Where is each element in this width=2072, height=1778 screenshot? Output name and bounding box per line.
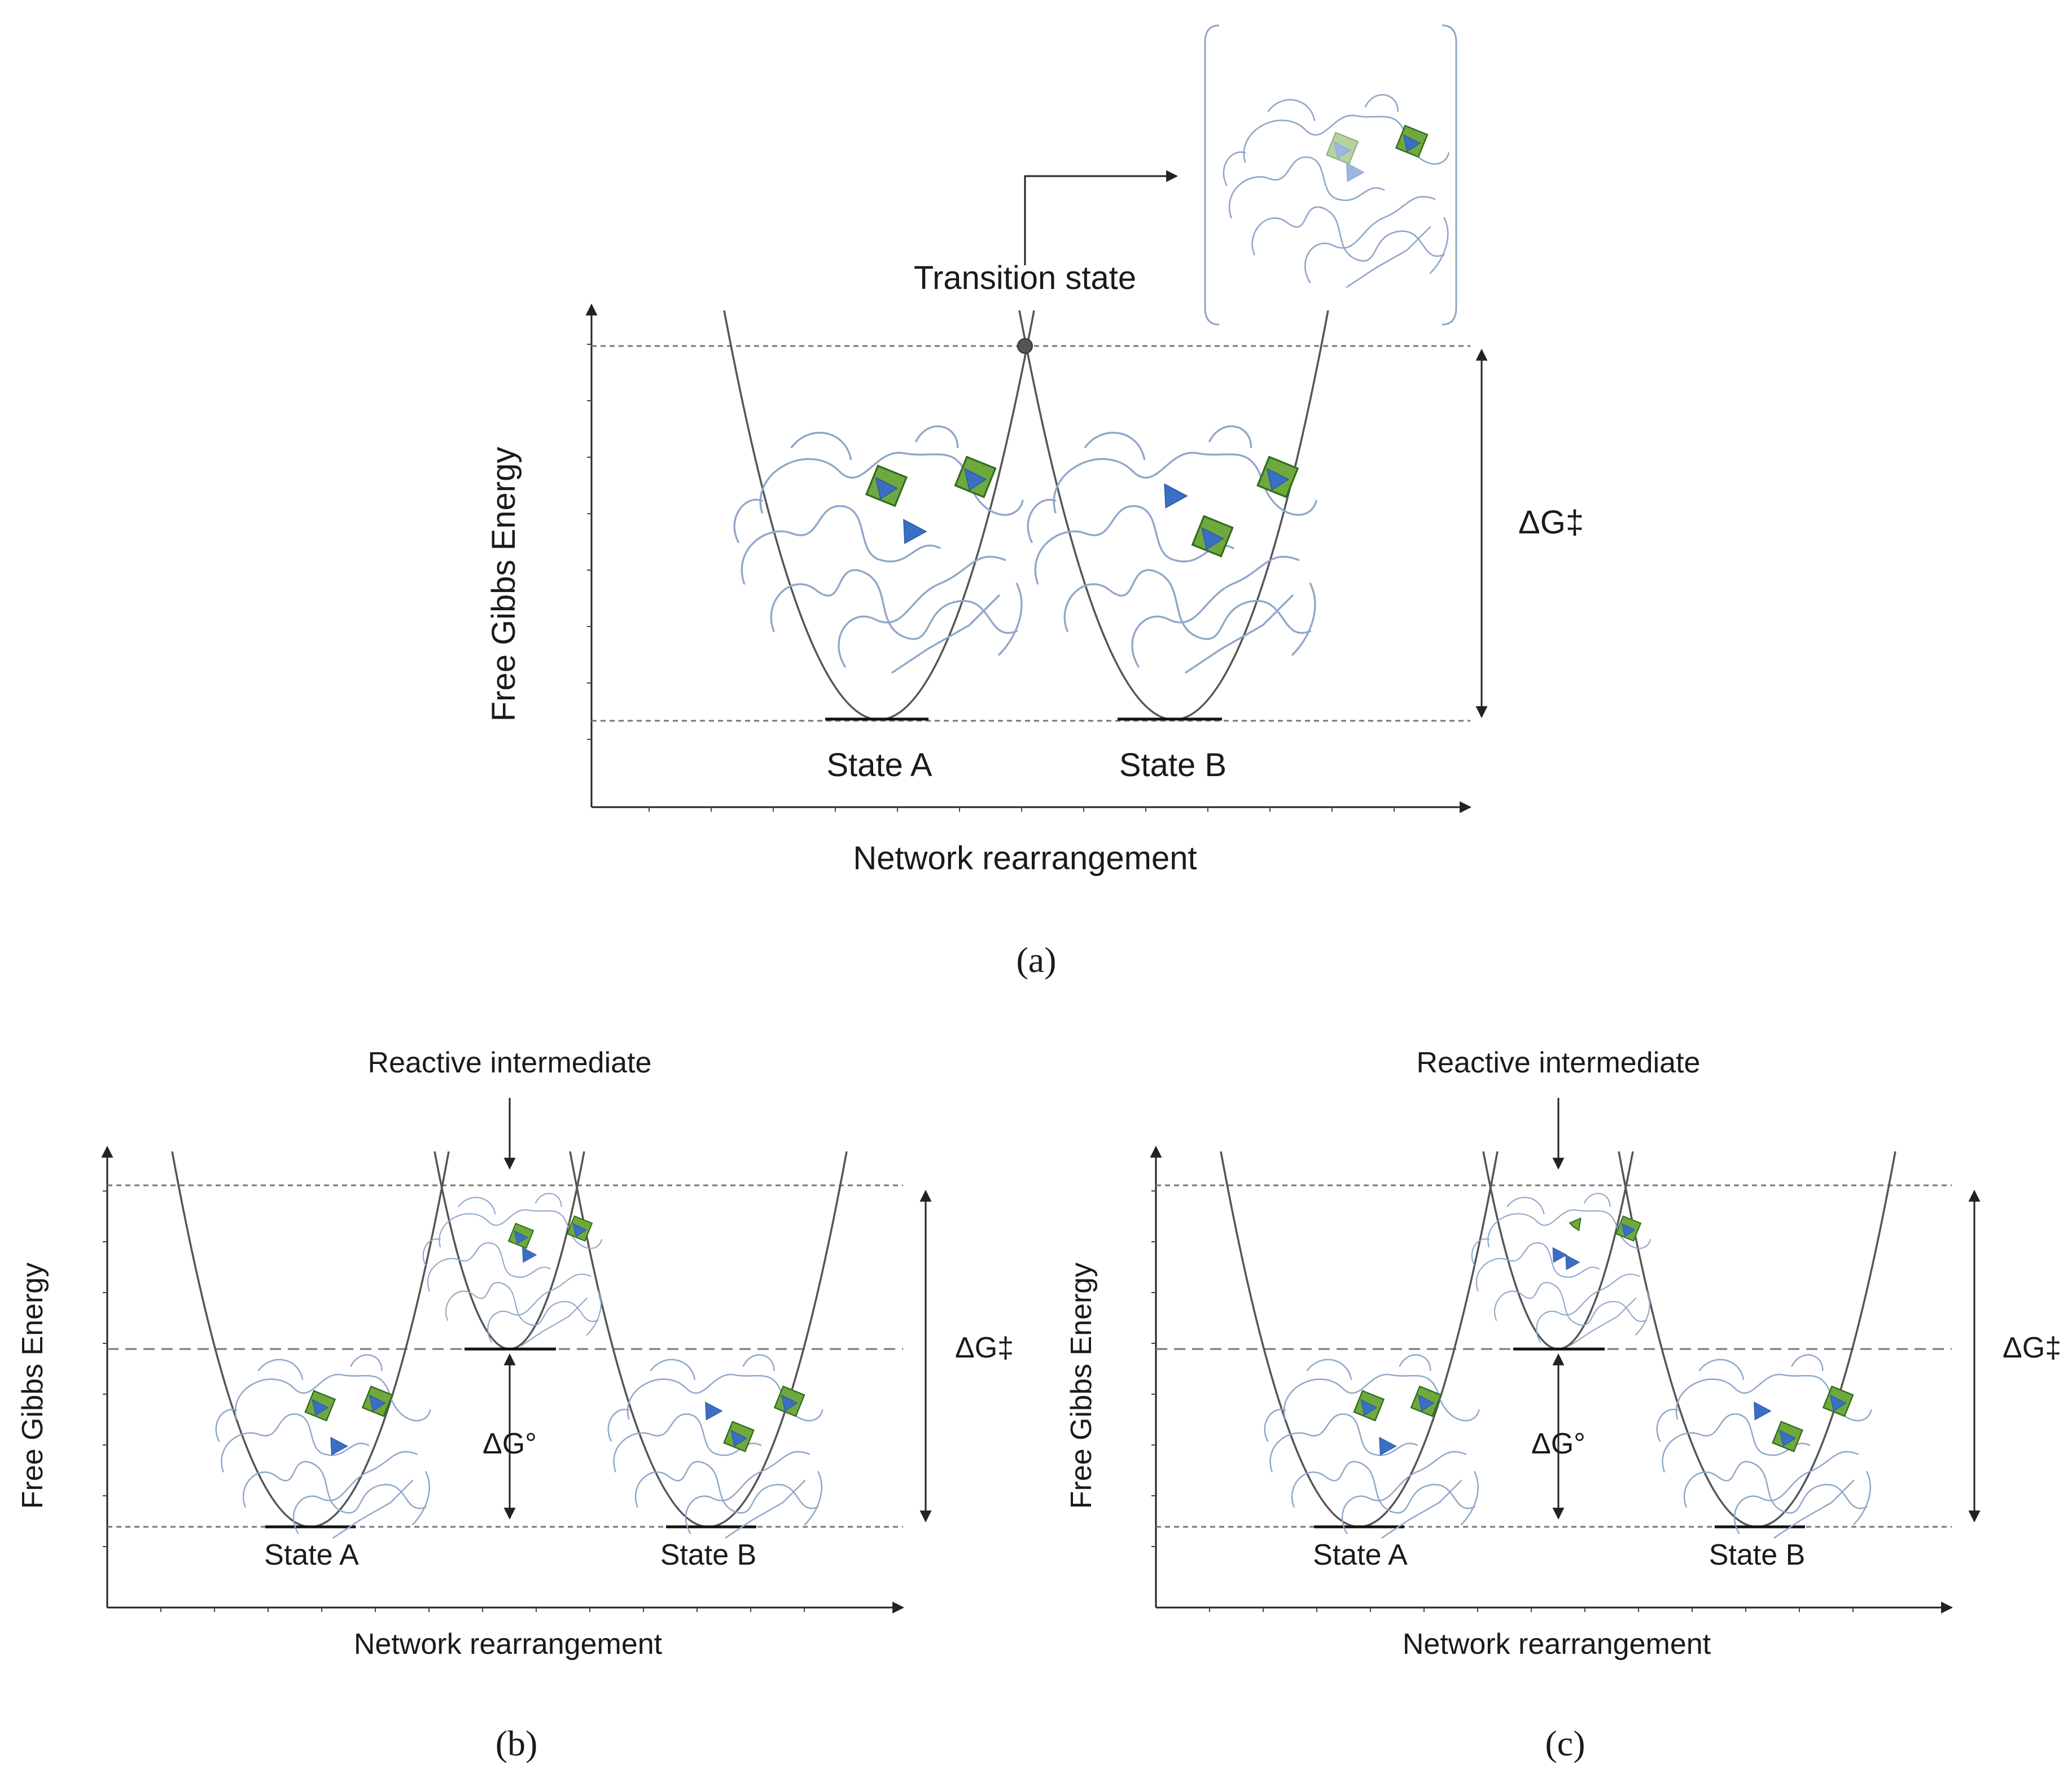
panel-c-network-a <box>1264 1354 1480 1539</box>
panel-b-standard-energy-label: ΔG° <box>483 1427 537 1460</box>
panel-b-network-intermediate <box>422 1193 603 1347</box>
panel-c-caption: (c) <box>1545 1723 1585 1763</box>
panel-a-y-ticks <box>587 344 592 740</box>
panel-a-well-b <box>1018 310 1329 721</box>
panel-b-network-b <box>607 1354 823 1539</box>
panel-b: Reactive intermediate ΔG° ΔG‡ State A St… <box>16 1046 1014 1763</box>
panel-b-y-ticks <box>103 1190 107 1547</box>
panel-b-well-a <box>171 1151 450 1528</box>
panel-a-transition-inset <box>1204 24 1457 326</box>
panel-c-network-intermediate <box>1471 1193 1652 1347</box>
panel-c-network-b <box>1656 1354 1872 1539</box>
panel-b-intermediate-label: Reactive intermediate <box>368 1046 652 1079</box>
panel-c-y-ticks <box>1151 1190 1156 1547</box>
panel-c: Reactive intermediate ΔG° ΔG‡ State A St… <box>1065 1046 2061 1763</box>
panel-a-transition-arrow <box>1024 170 1179 265</box>
panel-a-y-axis-label: Free Gibbs Energy <box>485 447 522 722</box>
panel-a: Transition state ΔG‡ State A State B Net… <box>485 24 1584 980</box>
panel-c-well-a <box>1220 1151 1499 1528</box>
panel-a-transition-label: Transition state <box>914 260 1136 296</box>
panel-c-y-axis-label: Free Gibbs Energy <box>1065 1263 1098 1509</box>
panel-b-activation-label: ΔG‡ <box>955 1332 1014 1364</box>
panel-b-x-axis-label: Network rearrangement <box>354 1628 663 1661</box>
panel-c-state-a-label: State A <box>1313 1539 1408 1571</box>
panel-c-intermediate-label: Reactive intermediate <box>1417 1046 1701 1079</box>
panel-a-transition-point <box>1017 338 1033 354</box>
panel-c-standard-energy-label: ΔG° <box>1531 1427 1585 1460</box>
panel-a-state-b-label: State B <box>1119 747 1226 783</box>
panel-b-well-b <box>569 1151 848 1528</box>
panel-b-well-intermediate <box>433 1151 585 1350</box>
panel-b-state-a-label: State A <box>264 1539 359 1571</box>
panel-b-state-b-label: State B <box>660 1539 757 1571</box>
panel-c-x-ticks <box>1209 1608 1854 1612</box>
panel-c-activation-label: ΔG‡ <box>2003 1332 2061 1364</box>
panel-b-y-axis-label: Free Gibbs Energy <box>16 1263 49 1509</box>
panel-b-caption: (b) <box>496 1723 538 1763</box>
panel-c-x-axis-label: Network rearrangement <box>1403 1628 1711 1661</box>
panel-b-x-ticks <box>160 1608 805 1612</box>
panel-a-caption: (a) <box>1016 940 1056 980</box>
panel-c-well-b <box>1618 1151 1896 1528</box>
panel-a-state-a-label: State A <box>826 747 932 783</box>
panel-c-state-b-label: State B <box>1709 1539 1806 1571</box>
panel-a-x-ticks <box>649 807 1395 812</box>
panel-a-activation-label: ΔG‡ <box>1518 504 1584 541</box>
panel-a-well-a <box>723 310 1035 721</box>
panel-b-network-a <box>215 1354 431 1539</box>
panel-a-x-axis-label: Network rearrangement <box>853 840 1197 877</box>
